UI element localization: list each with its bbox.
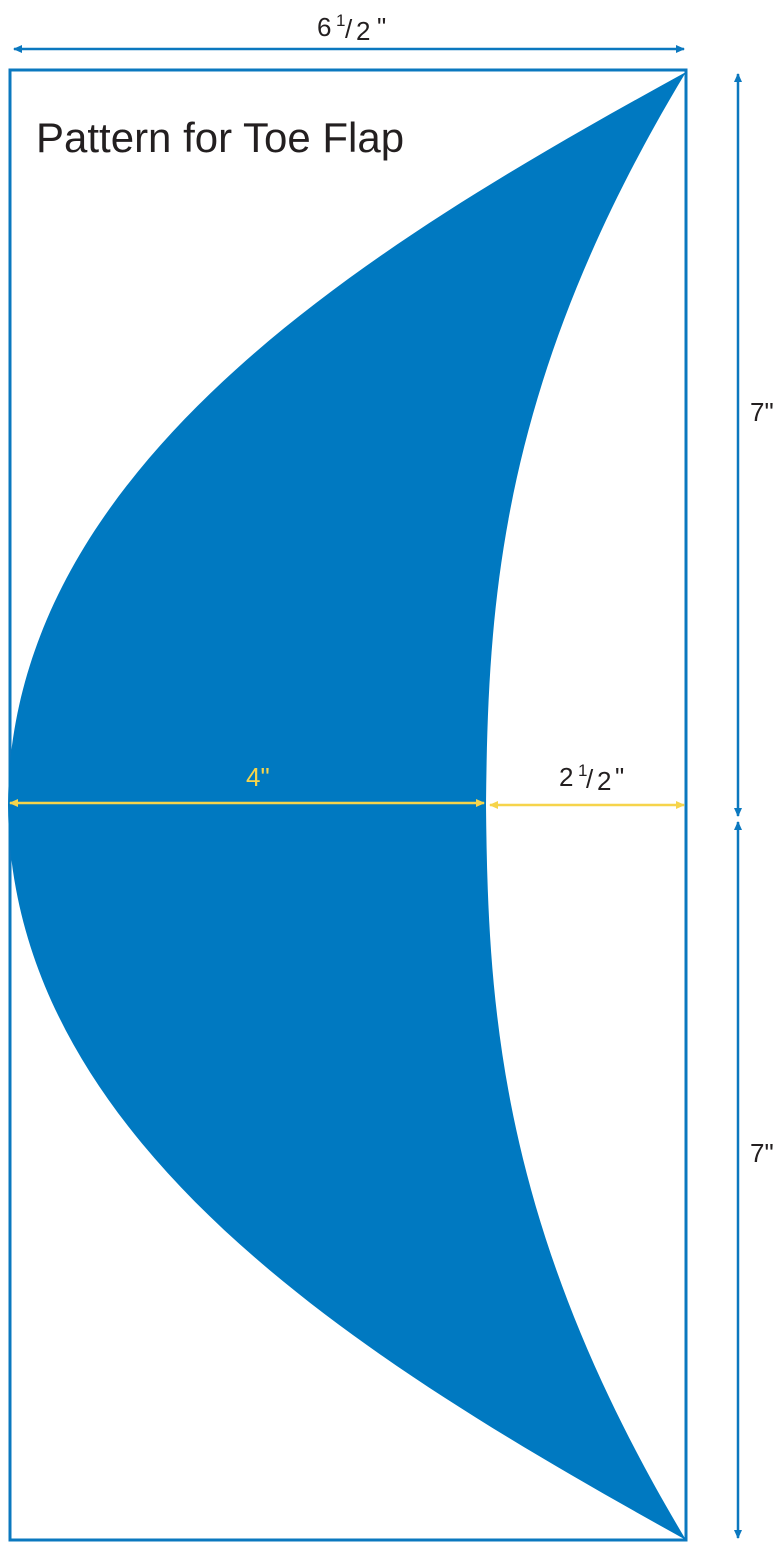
gap-width-label: 2 1 / 2 "	[559, 761, 624, 796]
pattern-title: Pattern for Toe Flap	[36, 114, 404, 161]
top-width-whole: 6	[317, 12, 331, 42]
gap-width-unit: "	[615, 762, 624, 792]
gap-width-numerator: 1	[578, 761, 587, 780]
top-width-denominator: 2	[356, 16, 370, 46]
flap-width-label: 4"	[246, 762, 270, 792]
top-width-unit: "	[377, 12, 386, 42]
upper-height-label: 7"	[750, 397, 774, 427]
gap-width-fraction-slash: /	[586, 764, 594, 794]
gap-width-denominator: 2	[597, 766, 611, 796]
top-width-label: 6 1 / 2 "	[317, 11, 386, 46]
lower-height-label: 7"	[750, 1138, 774, 1168]
gap-width-whole: 2	[559, 762, 573, 792]
top-width-fraction-slash: /	[345, 14, 353, 44]
top-width-numerator: 1	[336, 11, 345, 30]
